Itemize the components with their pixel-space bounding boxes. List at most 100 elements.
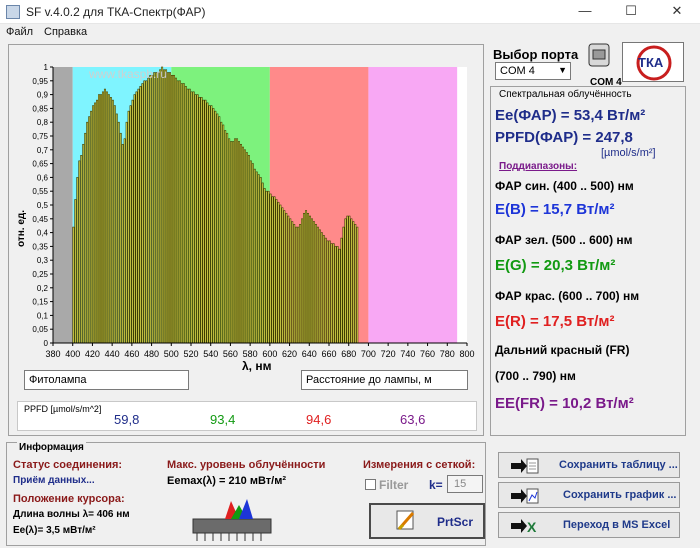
spectrum-bar <box>324 237 327 344</box>
spectrum-bar <box>245 152 248 344</box>
y-axis-label: отн. ед. <box>16 209 28 248</box>
y-tick-label: 0,3 <box>37 256 49 265</box>
grid-measure-label: Измерения с сеткой: <box>363 459 476 471</box>
chip-icon <box>187 495 277 543</box>
spectrum-bar <box>88 116 91 344</box>
excel-icon: X <box>511 517 539 540</box>
spectrum-bar <box>101 91 104 344</box>
spectrum-bar <box>249 160 252 344</box>
spectrum-bar <box>297 226 300 344</box>
spectrum-bar <box>328 240 331 344</box>
spectrum-bar <box>293 224 296 344</box>
x-tick-label: 740 <box>400 349 415 359</box>
x-tick-label: 680 <box>341 349 356 359</box>
chevron-down-icon: ▼ <box>558 65 567 75</box>
ppfd-farred-value: 63,6 <box>400 412 426 427</box>
chart-watermark: www.tkaspb.ru <box>89 67 168 81</box>
spectrum-bar <box>214 110 217 344</box>
k-input[interactable]: 15 <box>447 475 483 493</box>
save-graph-label: Сохранить график ... <box>563 489 677 501</box>
x-tick-label: 460 <box>124 349 139 359</box>
spectrum-bar <box>212 108 215 344</box>
spectrum-bar <box>261 182 264 344</box>
spectrum-bar <box>253 168 256 344</box>
farred-range-value: EE(FR) = 10,2 Вт/м² <box>495 395 634 412</box>
spectrum-bar <box>135 91 138 344</box>
x-tick-label: 640 <box>302 349 317 359</box>
save-graph-button[interactable]: Сохранить график ... <box>498 482 680 508</box>
spectrum-bar <box>236 138 239 344</box>
ppfd-row-label: PPFD [µmol/s/m^2] <box>24 404 102 414</box>
spectrum-bar <box>299 224 302 344</box>
ppfd-green-value: 93,4 <box>210 412 236 427</box>
filter-label: Filter <box>379 478 409 492</box>
k-label: k= <box>429 478 443 492</box>
spectrum-bar <box>322 235 325 344</box>
x-tick-label: 600 <box>262 349 277 359</box>
spectrum-bar <box>141 83 144 344</box>
y-tick-label: 0,1 <box>37 311 49 320</box>
x-tick-label: 700 <box>361 349 376 359</box>
minimize-button[interactable]: — <box>578 3 592 18</box>
spectrum-bar <box>188 88 191 344</box>
prtscr-button[interactable]: PrtScr <box>369 503 485 539</box>
ee-par-value: Ee(ФАР) = 53,4 Вт/м² <box>495 107 646 124</box>
spectral-band-0 <box>53 67 73 343</box>
spectrum-bar <box>113 105 116 344</box>
spectrum-bar <box>82 143 85 344</box>
spectrum-bar <box>344 218 347 344</box>
spectrum-bar <box>330 243 333 344</box>
spectrum-bar <box>80 155 83 344</box>
connection-status-value: Приём данных... <box>13 475 95 486</box>
cursor-irradiance: Ee(λ)= 3,5 мВт/м² <box>13 525 96 536</box>
spectrum-bar <box>204 99 207 344</box>
y-tick-label: 0,65 <box>32 160 48 169</box>
menu-bar: Файл Справка <box>0 24 700 42</box>
x-tick-label: 760 <box>420 349 435 359</box>
info-title: Информация <box>17 442 86 453</box>
close-button[interactable]: ✕ <box>671 3 683 18</box>
spectrum-bar <box>103 88 106 344</box>
maximize-button[interactable]: ☐ <box>625 3 637 18</box>
spectrum-bar <box>96 99 99 344</box>
spectral-band-4 <box>368 67 458 343</box>
excel-button[interactable]: X Переход в MS Excel <box>498 512 680 538</box>
spectrum-bar <box>78 160 81 344</box>
spectrum-bar <box>218 116 221 344</box>
x-tick-label: 420 <box>85 349 100 359</box>
menu-help[interactable]: Справка <box>44 26 88 38</box>
menu-file[interactable]: Файл <box>6 26 34 38</box>
port-select[interactable]: COM 4 ▼ <box>495 62 571 80</box>
x-tick-label: 380 <box>45 349 60 359</box>
spectrum-bar <box>159 69 162 344</box>
info-panel: Информация Статус соединения: Приём данн… <box>6 442 486 546</box>
port-label: Выбор порта <box>493 47 579 62</box>
spectrum-bar <box>169 72 171 344</box>
spectrum-bar <box>275 199 278 344</box>
distance-field[interactable]: Расстояние до лампы, м <box>301 370 468 390</box>
y-tick-label: 0,5 <box>37 201 49 210</box>
spectrum-bar <box>277 201 280 344</box>
save-table-button[interactable]: Сохранить таблицу ... <box>498 452 680 478</box>
title-bar: SF v.4.0.2 для ТКА-Спектр(ФАР) — ☐ ✕ <box>0 0 700 24</box>
spectrum-bar <box>334 246 337 344</box>
com-port-label: COM 4 <box>590 77 622 88</box>
x-tick-label: 560 <box>223 349 238 359</box>
spectrum-bar <box>222 124 225 344</box>
spectrum-bar <box>320 232 323 344</box>
spectrum-bar <box>356 226 359 344</box>
spectrum-bar <box>210 105 213 344</box>
lamp-name-field[interactable]: Фитолампа <box>24 370 189 390</box>
save-graph-icon <box>511 487 539 510</box>
spectrum-bar <box>74 199 77 344</box>
excel-label: Переход в MS Excel <box>563 519 671 531</box>
filter-checkbox[interactable] <box>365 479 376 490</box>
spectrum-bar <box>84 132 87 344</box>
blue-range-value: E(B) = 15,7 Вт/м² <box>495 201 615 218</box>
spectrum-bar <box>265 190 268 344</box>
spectrum-bar <box>198 97 201 344</box>
y-tick-label: 0,2 <box>37 284 49 293</box>
spectrum-bar <box>153 72 156 344</box>
spectrum-bar <box>285 212 288 344</box>
y-tick-label: 0,55 <box>32 187 48 196</box>
